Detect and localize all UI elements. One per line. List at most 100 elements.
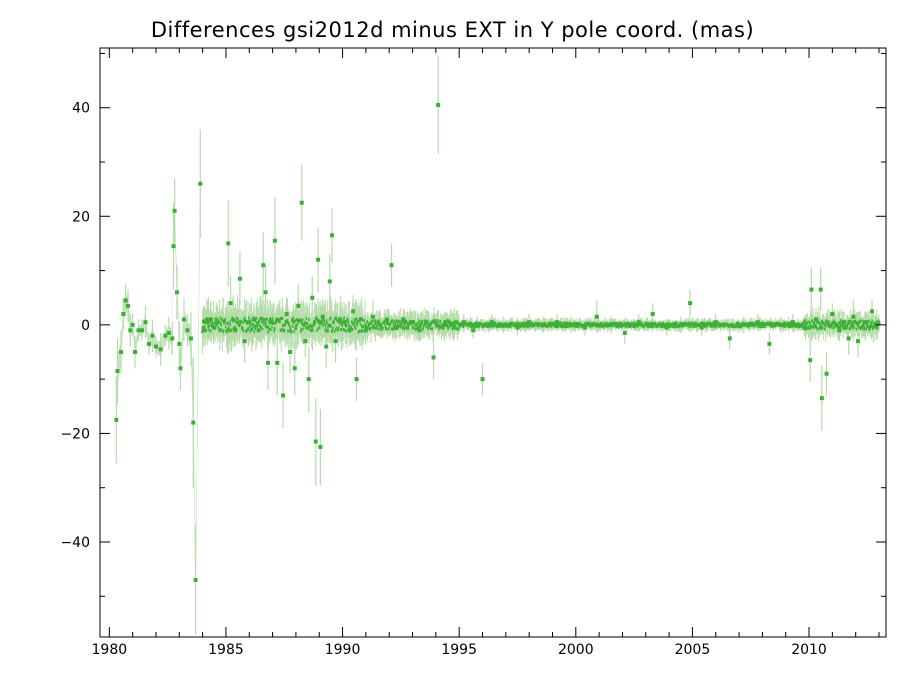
data-point xyxy=(136,328,141,333)
data-point xyxy=(354,377,359,382)
data-point xyxy=(318,445,323,449)
y-tick-label: 20 xyxy=(72,209,90,225)
data-point xyxy=(121,312,126,316)
data-point xyxy=(281,316,285,320)
x-axis-ticks: 1980 1985 1990 1995 2000 2005 2010 xyxy=(92,48,880,658)
data-point xyxy=(139,328,144,333)
data-point xyxy=(123,298,128,303)
data-point xyxy=(174,290,179,295)
data-point xyxy=(114,417,119,422)
data-point xyxy=(848,322,852,326)
data-point xyxy=(830,312,835,316)
data-point-layer xyxy=(114,103,879,582)
data-point xyxy=(337,328,341,332)
data-point xyxy=(351,309,356,314)
x-tick-label: 2005 xyxy=(675,642,711,658)
x-tick-label: 1985 xyxy=(208,642,244,658)
data-point xyxy=(608,322,613,327)
data-point xyxy=(371,319,375,323)
data-point xyxy=(767,341,772,346)
data-point xyxy=(347,328,352,333)
data-point xyxy=(303,339,308,344)
data-point xyxy=(237,276,242,281)
data-point xyxy=(636,320,641,325)
data-point xyxy=(699,325,704,330)
data-point xyxy=(299,319,303,323)
data-point xyxy=(417,328,422,333)
data-point xyxy=(802,325,807,330)
data-point xyxy=(424,320,429,325)
data-point xyxy=(215,320,220,325)
data-point xyxy=(384,317,389,322)
x-tick-label: 2010 xyxy=(791,642,827,658)
data-point xyxy=(846,336,851,341)
data-point xyxy=(814,317,819,322)
data-point xyxy=(172,208,177,213)
y-tick-label: 0 xyxy=(81,318,90,334)
data-point xyxy=(275,360,280,365)
data-point xyxy=(212,325,217,330)
data-point xyxy=(456,320,460,324)
data-point xyxy=(143,320,148,325)
data-point xyxy=(228,301,233,306)
data-point xyxy=(837,328,842,333)
data-point xyxy=(727,336,732,341)
data-point xyxy=(324,344,329,349)
data-point xyxy=(664,325,669,330)
data-point xyxy=(269,317,273,321)
plot-frame xyxy=(99,47,887,638)
data-point xyxy=(377,322,382,327)
data-point xyxy=(678,322,683,327)
data-point xyxy=(790,320,795,325)
data-point xyxy=(233,328,238,333)
data-point xyxy=(779,322,784,327)
y-tick-label: 40 xyxy=(72,101,90,117)
data-point xyxy=(290,330,294,334)
data-point xyxy=(688,301,693,306)
data-point xyxy=(759,324,763,328)
data-point xyxy=(434,319,438,323)
data-point xyxy=(185,328,190,333)
data-point xyxy=(269,327,273,331)
data-point xyxy=(201,328,206,333)
data-point xyxy=(259,316,263,320)
data-point xyxy=(849,319,853,323)
data-point xyxy=(333,339,338,344)
x-tick-label: 1990 xyxy=(325,642,361,658)
data-point xyxy=(230,328,234,332)
data-point xyxy=(261,327,265,331)
data-point xyxy=(177,341,182,346)
data-point xyxy=(205,320,210,325)
data-point xyxy=(208,317,213,322)
data-point xyxy=(315,316,319,320)
data-point xyxy=(166,331,171,335)
data-point xyxy=(359,317,364,322)
data-point xyxy=(115,369,120,373)
data-point xyxy=(391,319,395,323)
data-point xyxy=(256,328,261,333)
data-point xyxy=(858,326,862,330)
data-point xyxy=(461,320,466,325)
data-point xyxy=(178,366,183,371)
data-point xyxy=(181,317,186,322)
data-point xyxy=(622,331,627,335)
data-point xyxy=(132,350,137,354)
data-point xyxy=(651,325,655,329)
data-point xyxy=(867,319,871,323)
data-point xyxy=(316,257,321,262)
data-point xyxy=(809,287,814,292)
data-point xyxy=(281,393,286,398)
data-point xyxy=(299,200,304,205)
data-point xyxy=(489,320,494,325)
data-point xyxy=(480,377,485,382)
data-point xyxy=(824,371,829,376)
data-point xyxy=(292,366,297,371)
data-point xyxy=(330,233,335,238)
data-point xyxy=(313,439,318,444)
data-point xyxy=(555,320,560,325)
chart-title: Differences gsi2012d minus EXT in Y pole… xyxy=(150,18,755,42)
data-point xyxy=(130,322,135,327)
data-point xyxy=(471,328,476,333)
data-point xyxy=(583,325,588,330)
